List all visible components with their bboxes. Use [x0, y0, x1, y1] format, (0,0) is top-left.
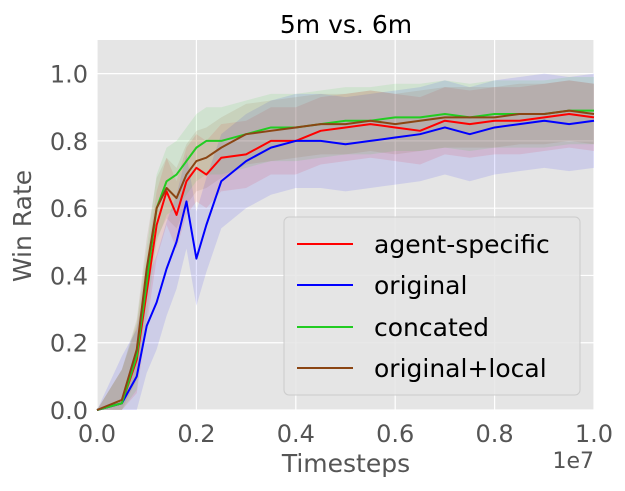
y-tick-label-1: 0.2 — [50, 330, 88, 358]
y-tick-label-5: 1.0 — [50, 61, 88, 89]
y-tick-label-3: 0.6 — [50, 195, 88, 223]
legend-label-original-local: original+local — [374, 354, 547, 383]
band-concated — [97, 77, 594, 410]
band-original-local — [97, 80, 594, 410]
band-agent-specific — [97, 80, 594, 410]
tick-labels: 0.0 0.2 0.4 0.6 0.8 1.0 0.0 0.2 0.4 0.6 0.8 1.0 — [50, 61, 613, 448]
legend: agent-specific original concated origina… — [283, 216, 581, 396]
chart-title: 5m vs. 6m — [280, 10, 412, 39]
x-tick-label-2: 0.4 — [277, 420, 315, 448]
legend-label-agent-specific: agent-specific — [374, 230, 550, 259]
x-tick-label-5: 1.0 — [575, 420, 613, 448]
y-tick-label-0: 0.0 — [50, 397, 88, 425]
legend-box — [283, 216, 581, 396]
x-tick-label-3: 0.6 — [376, 420, 414, 448]
line-agent-specific — [96, 113, 595, 411]
x-tick-label-0: 0.0 — [78, 420, 116, 448]
series-lines — [96, 109, 595, 411]
y-tick-label-2: 0.4 — [50, 262, 88, 290]
y-axis-title: Win Rate — [8, 170, 37, 282]
x-tick-label-1: 0.2 — [177, 420, 215, 448]
x-axis-title: Timesteps — [281, 449, 410, 478]
x-tick-label-4: 0.8 — [476, 420, 514, 448]
line-original-local — [96, 109, 595, 411]
y-tick-label-4: 0.8 — [50, 128, 88, 156]
x-axis-offset-label: 1e7 — [552, 449, 594, 474]
line-original — [96, 119, 595, 411]
legend-label-concated: concated — [374, 313, 489, 342]
legend-label-original: original — [374, 271, 467, 300]
